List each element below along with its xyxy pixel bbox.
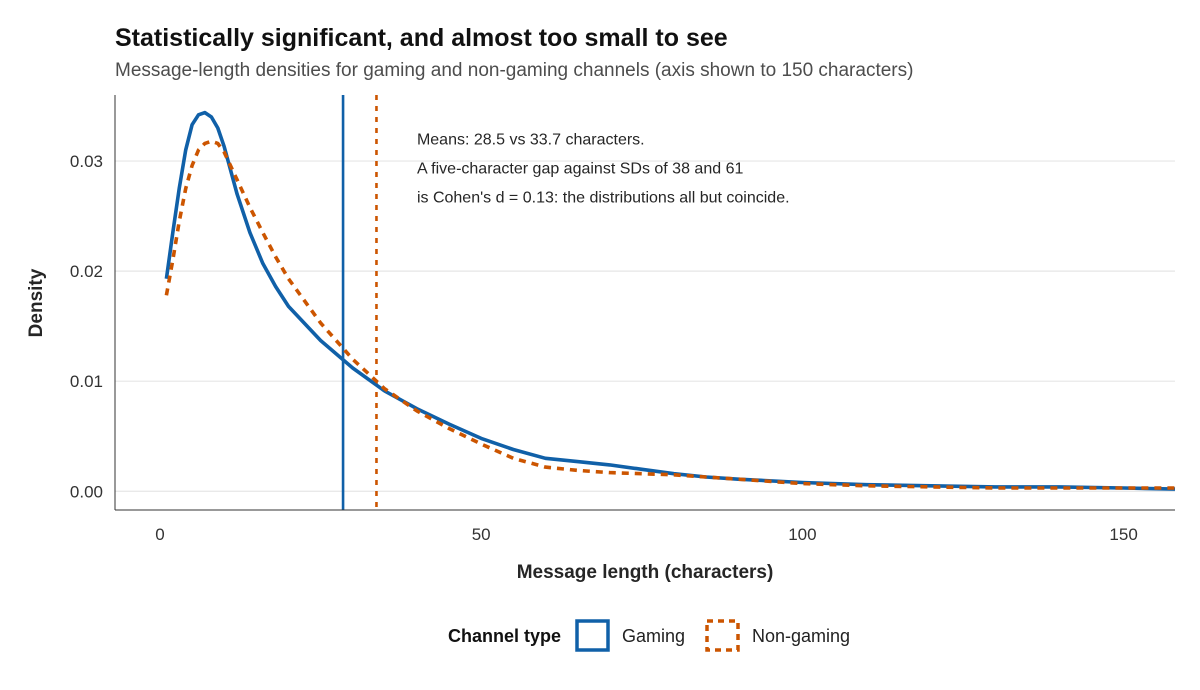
- y-tick-label: 0.00: [70, 482, 103, 501]
- annotation: Means: 28.5 vs 33.7 characters. A five-ch…: [417, 132, 790, 207]
- y-axis-title: Density: [26, 268, 47, 337]
- tick-labels: 0 50 100 150 0.00 0.01 0.02 0.03: [70, 152, 1138, 544]
- chart-subtitle: Message-length densities for gaming and …: [115, 60, 914, 81]
- x-tick-label: 0: [155, 525, 164, 544]
- annotation-line: Means: 28.5 vs 33.7 characters.: [417, 132, 645, 149]
- legend-key-non-gaming: [705, 619, 740, 652]
- annotation-line: A five-character gap against SDs of 38 a…: [417, 161, 744, 178]
- y-tick-label: 0.02: [70, 262, 103, 281]
- series-line-gaming: [164, 110, 1176, 491]
- legend-label: Gaming: [622, 626, 685, 646]
- legend: Channel type Gaming Non-gaming: [448, 619, 850, 652]
- x-tick-label: 50: [472, 525, 491, 544]
- y-tick-label: 0.03: [70, 152, 103, 171]
- x-tick-label: 100: [788, 525, 816, 544]
- series-line-non-gaming: [164, 139, 1175, 490]
- reference-lines: [341, 95, 378, 510]
- grid-layer: [115, 160, 1175, 492]
- legend-title: Channel type: [448, 626, 561, 646]
- x-axis-title: Message length (characters): [517, 562, 774, 583]
- y-tick-label: 0.01: [70, 372, 103, 391]
- annotation-line: is Cohen's d = 0.13: the distributions a…: [417, 190, 790, 207]
- axis-layer: [114, 95, 1175, 511]
- legend-label: Non-gaming: [752, 626, 850, 646]
- legend-key-gaming: [575, 619, 610, 652]
- series-layer: [164, 110, 1176, 491]
- chart-title: Statistically significant, and almost to…: [115, 24, 728, 52]
- x-tick-label: 150: [1109, 525, 1137, 544]
